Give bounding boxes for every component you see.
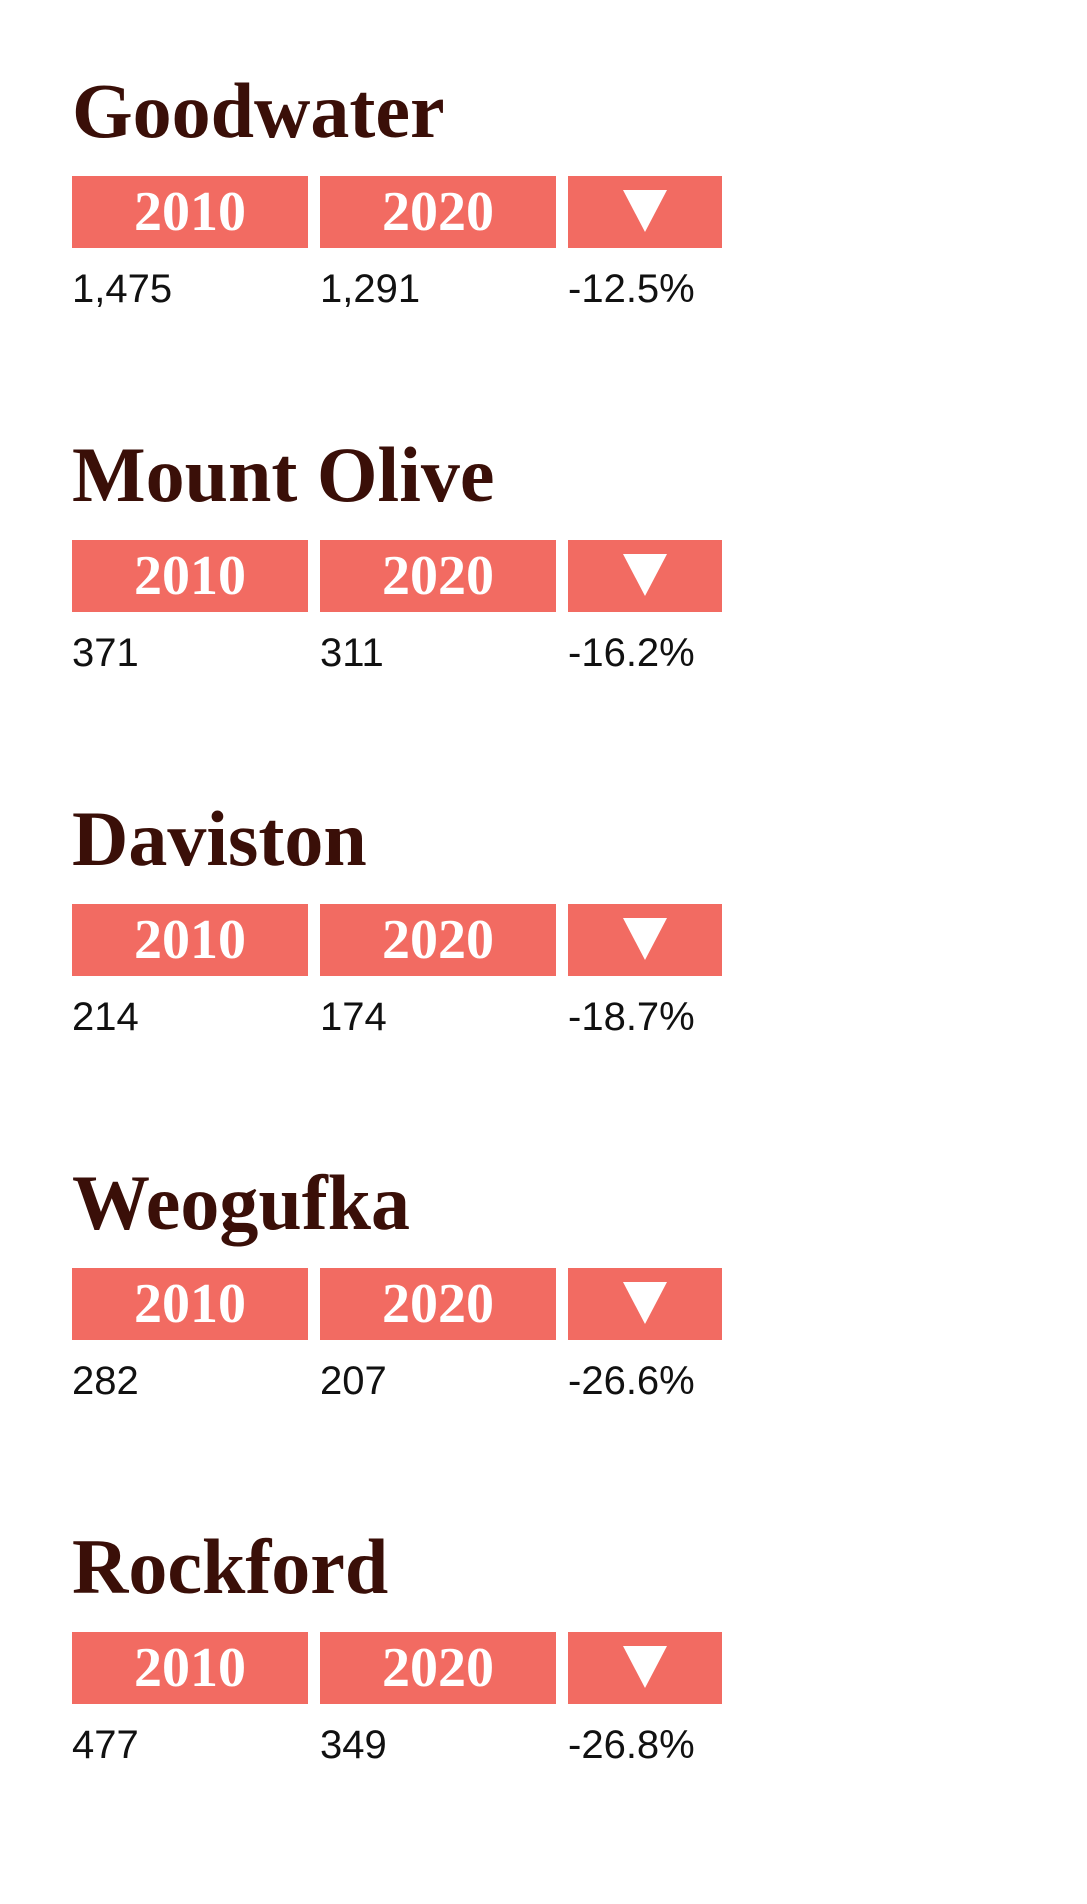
header-2010: 2010	[72, 1632, 308, 1704]
town-block-daviston: Daviston 2010 2020 214 174 -18.7%	[72, 795, 722, 1039]
town-name: Weogufka	[72, 1159, 411, 1246]
town-block-weogufka: Weogufka 2010 2020 282 207 -26.6%	[72, 1159, 722, 1403]
header-2020: 2020	[320, 1632, 556, 1704]
header-change	[568, 176, 722, 248]
header-row: 2010 2020	[72, 176, 722, 248]
header-2010: 2010	[72, 1268, 308, 1340]
header-2020: 2020	[320, 176, 556, 248]
header-change	[568, 1632, 722, 1704]
value-2010: 1,475	[72, 267, 173, 311]
value-2020: 207	[320, 1359, 387, 1403]
header-2010: 2010	[72, 904, 308, 976]
triangle-down-icon	[623, 918, 667, 960]
value-row: 477 349 -26.8%	[72, 1720, 722, 1770]
value-change: -16.2%	[568, 631, 695, 675]
value-2020: 311	[320, 631, 384, 675]
value-2010: 371	[72, 631, 139, 675]
value-row: 371 311 -16.2%	[72, 628, 722, 678]
value-change: -18.7%	[568, 995, 695, 1039]
value-row: 282 207 -26.6%	[72, 1356, 722, 1406]
value-change: -26.6%	[568, 1359, 695, 1403]
value-2010: 214	[72, 995, 139, 1039]
town-name: Rockford	[72, 1523, 389, 1610]
header-change	[568, 904, 722, 976]
value-row: 214 174 -18.7%	[72, 992, 722, 1042]
town-block-mount-olive: Mount Olive 2010 2020 371 311 -16.2%	[72, 431, 722, 675]
header-2020: 2020	[320, 540, 556, 612]
header-change	[568, 540, 722, 612]
town-block-goodwater: Goodwater 2010 2020 1,475 1,291 -12.5%	[72, 67, 722, 311]
town-name: Mount Olive	[72, 431, 495, 518]
town-block-rockford: Rockford 2010 2020 477 349 -26.8%	[72, 1523, 722, 1767]
header-row: 2010 2020	[72, 1632, 722, 1704]
header-2010: 2010	[72, 176, 308, 248]
header-2020: 2020	[320, 904, 556, 976]
value-2020: 1,291	[320, 267, 421, 311]
header-2020: 2020	[320, 1268, 556, 1340]
value-2010: 477	[72, 1723, 139, 1767]
header-2010: 2010	[72, 540, 308, 612]
triangle-down-icon	[623, 190, 667, 232]
triangle-down-icon	[623, 1282, 667, 1324]
value-2020: 349	[320, 1723, 387, 1767]
header-row: 2010 2020	[72, 540, 722, 612]
triangle-down-icon	[623, 1646, 667, 1688]
value-2010: 282	[72, 1359, 139, 1403]
value-2020: 174	[320, 995, 387, 1039]
header-row: 2010 2020	[72, 1268, 722, 1340]
triangle-down-icon	[623, 554, 667, 596]
town-name: Daviston	[72, 795, 367, 882]
header-row: 2010 2020	[72, 904, 722, 976]
value-row: 1,475 1,291 -12.5%	[72, 264, 722, 314]
header-change	[568, 1268, 722, 1340]
value-change: -26.8%	[568, 1723, 695, 1767]
town-name: Goodwater	[72, 67, 445, 154]
value-change: -12.5%	[568, 267, 695, 311]
